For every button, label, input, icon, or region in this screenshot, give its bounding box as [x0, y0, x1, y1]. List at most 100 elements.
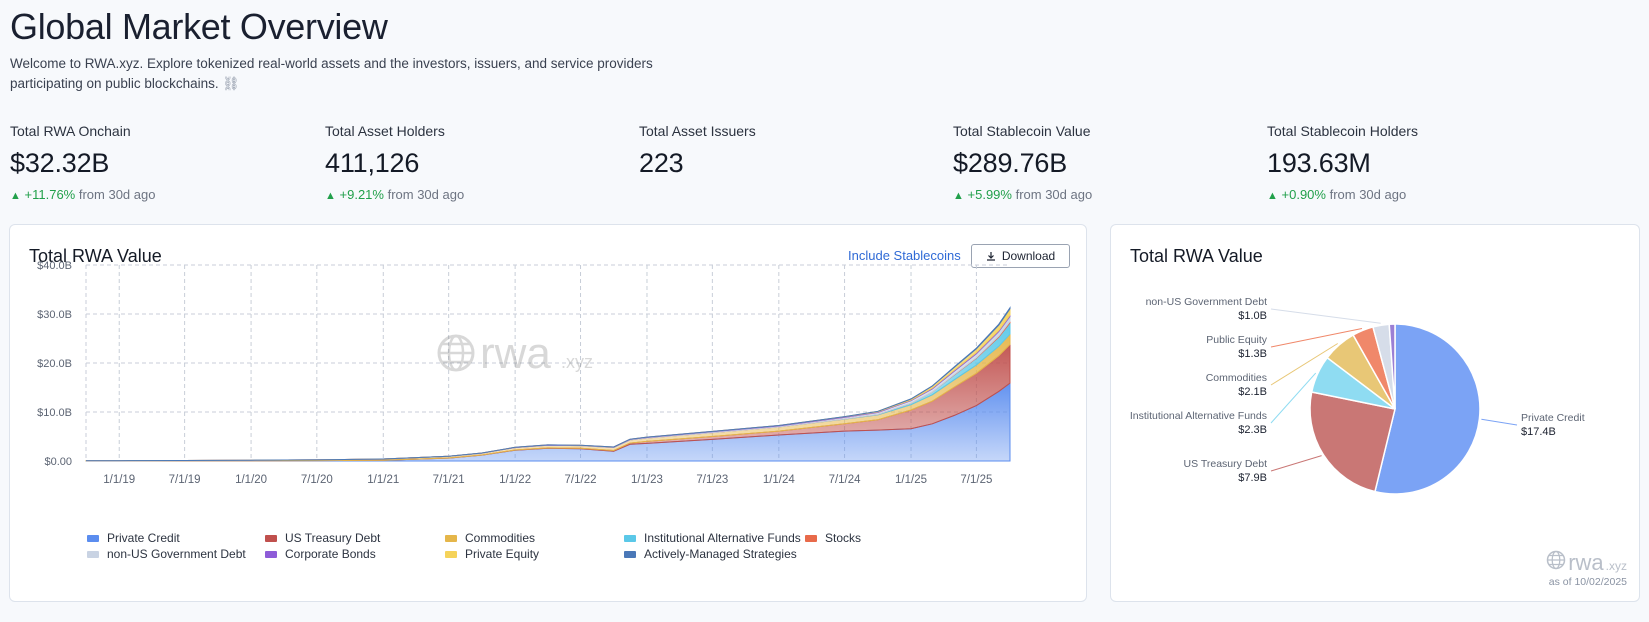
legend-item[interactable]: non-US Government Debt [87, 547, 246, 561]
pie-leader-line [1270, 343, 1338, 386]
trend-up-icon: ▲ [1267, 190, 1278, 202]
x-tick-label: 1/1/23 [631, 474, 663, 486]
pie-slice-us-treasury-debt[interactable] [1309, 391, 1396, 493]
rwa-watermark: rwa .xyz [437, 329, 593, 378]
y-tick-label: $40.0B [37, 260, 72, 272]
legend-swatch [265, 534, 277, 542]
pie-leader-line [1270, 328, 1363, 348]
legend-label: US Treasury Debt [285, 531, 381, 545]
legend-label: Commodities [465, 531, 536, 545]
stat-value: 411,126 [325, 148, 420, 178]
legend-item[interactable]: Stocks [805, 531, 861, 545]
download-label: Download [1001, 249, 1056, 263]
chart-card-title: Total RWA Value [29, 246, 162, 266]
stat-label: Total Stablecoin Value [953, 123, 1091, 139]
y-tick-label: $10.0B [37, 407, 72, 419]
rwa-value-chart-card: Total RWA Value Include Stablecoins Down… [9, 224, 1087, 602]
pie-leader-line [1270, 308, 1381, 324]
stat-card: Total Asset Issuers 223 [639, 123, 939, 179]
pie-value-label: $2.1B [1238, 386, 1267, 398]
trend-up-icon: ▲ [325, 190, 336, 202]
legend-swatch [265, 550, 277, 558]
pie-leader-line [1270, 372, 1317, 424]
legend-item[interactable]: Private Credit [87, 531, 180, 545]
legend-label: Private Equity [465, 547, 540, 561]
x-tick-label: 7/1/20 [301, 474, 333, 486]
y-tick-label: $0.00 [44, 456, 72, 468]
globe-icon [1546, 550, 1566, 570]
pie-leader-line [1481, 418, 1518, 426]
x-tick-label: 7/1/24 [829, 474, 862, 486]
legend-swatch [445, 550, 457, 558]
as-of-date: as of 10/02/2025 [1548, 576, 1627, 588]
legend-label: Institutional Alternative Funds [644, 531, 801, 545]
legend-item[interactable]: Commodities [445, 531, 535, 545]
pie-label: non-US Government Debt [1146, 296, 1267, 308]
legend-item[interactable]: Institutional Alternative Funds [624, 531, 801, 545]
download-icon [986, 252, 995, 261]
pie-slice-private-credit[interactable] [1374, 323, 1481, 495]
pie-label: Public Equity [1206, 334, 1267, 346]
download-button[interactable]: Download [971, 244, 1070, 268]
svg-text:.xyz: .xyz [561, 352, 593, 372]
x-tick-label: 7/1/22 [565, 474, 597, 486]
x-tick-label: 1/1/21 [367, 474, 399, 486]
legend-swatch [624, 550, 636, 558]
pie-chart: Private Credit $17.4B US Treasury Debt $7.9… [1130, 296, 1585, 495]
svg-text:rwa: rwa [480, 329, 551, 378]
y-tick-label: $20.0B [37, 358, 72, 370]
x-tick-label: 1/1/19 [103, 474, 135, 486]
page-title: Global Market Overview [10, 6, 388, 47]
pie-slice-other[interactable] [1388, 323, 1396, 410]
legend-swatch [445, 534, 457, 542]
rwa-pie-card: Total RWA Value Private Credit $17.4B US T… [1110, 224, 1640, 602]
pie-label: Private Credit [1521, 412, 1585, 424]
pie-label: Commodities [1206, 372, 1267, 384]
stat-change: ▲ +9.21% from 30d ago [325, 187, 465, 202]
stat-value: 193.63M [1267, 148, 1371, 178]
legend-item[interactable]: Actively-Managed Strategies [624, 547, 797, 561]
stat-value: 223 [639, 148, 684, 178]
legend-label: Corporate Bonds [285, 547, 376, 561]
area-chart: $0.00 $10.0B $20.0B $30.0B $40.0B 1/1/19 7/1/1… [37, 260, 1011, 486]
stat-label: Total Stablecoin Holders [1267, 123, 1418, 139]
legend-label: Stocks [825, 531, 862, 545]
stat-card: Total Stablecoin Value $289.76B ▲ +5.99% f… [953, 123, 1253, 202]
stat-label: Total RWA Onchain [10, 123, 131, 139]
stat-value: $32.32B [10, 148, 110, 178]
legend-item[interactable]: US Treasury Debt [265, 531, 380, 545]
legend-item[interactable]: Corporate Bonds [265, 547, 376, 561]
x-tick-label: 1/1/22 [499, 474, 531, 486]
legend-swatch [87, 550, 99, 558]
x-tick-label: 7/1/19 [169, 474, 201, 486]
link-icon[interactable]: ⛓ [222, 76, 240, 91]
legend-label: Private Credit [107, 531, 180, 545]
pie-label: US Treasury Debt [1184, 458, 1268, 470]
area-series-actively-managed-strategies[interactable] [85, 306, 1011, 462]
x-tick-label: 1/1/20 [235, 474, 267, 486]
legend-label: non-US Government Debt [107, 547, 246, 561]
legend-swatch [805, 534, 817, 542]
pie-value-label: $2.3B [1238, 424, 1267, 436]
rwa-watermark-logo: rwa .xyz [1546, 550, 1627, 576]
legend-swatch [624, 534, 636, 542]
include-stablecoins-toggle[interactable]: Include Stablecoins [848, 248, 961, 263]
stat-label: Total Asset Issuers [639, 123, 756, 139]
trend-up-icon: ▲ [953, 190, 964, 202]
intro-text: Welcome to RWA.xyz. Explore tokenized re… [10, 56, 653, 91]
stat-label: Total Asset Holders [325, 123, 445, 139]
x-tick-label: 1/1/25 [895, 474, 927, 486]
pie-value-label: $17.4B [1521, 426, 1556, 438]
pie-value-label: $1.0B [1238, 310, 1267, 322]
x-tick-label: 7/1/23 [696, 474, 728, 486]
trend-up-icon: ▲ [10, 190, 21, 202]
pie-value-label: $7.9B [1238, 472, 1267, 484]
legend-item[interactable]: Private Equity [445, 547, 539, 561]
x-tick-label: 7/1/21 [433, 474, 465, 486]
x-tick-label: 1/1/24 [763, 474, 796, 486]
legend-swatch [87, 534, 99, 542]
stat-change: ▲ +11.76% from 30d ago [10, 187, 156, 202]
stat-card: Total RWA Onchain $32.32B ▲ +11.76% from 3… [10, 123, 310, 202]
pie-label: Institutional Alternative Funds [1130, 410, 1267, 422]
pie-card-title: Total RWA Value [1130, 246, 1263, 266]
